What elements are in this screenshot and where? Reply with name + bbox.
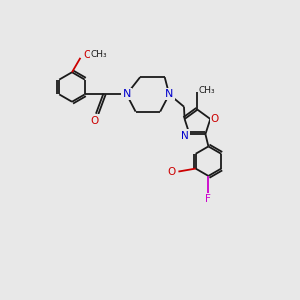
Text: N: N — [165, 89, 173, 99]
Text: O: O — [83, 50, 91, 60]
Text: CH₃: CH₃ — [91, 50, 107, 59]
Text: O: O — [168, 167, 176, 177]
Text: O: O — [91, 116, 99, 126]
Text: CH₃: CH₃ — [199, 85, 215, 94]
Text: O: O — [211, 114, 219, 124]
Text: N: N — [122, 89, 131, 99]
Text: N: N — [181, 130, 189, 141]
Text: F: F — [206, 194, 212, 204]
